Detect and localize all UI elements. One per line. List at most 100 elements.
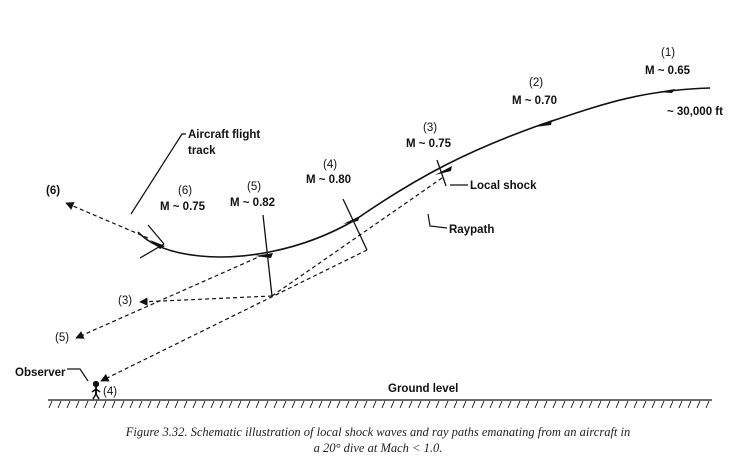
ground-hatch-mark: [192, 400, 197, 409]
ground-hatch-mark: [345, 400, 350, 409]
ground-hatch-mark: [444, 400, 449, 409]
ground-hatch-mark: [246, 400, 251, 409]
ground-hatch-mark: [642, 400, 647, 409]
ground-hatch-mark: [426, 400, 431, 409]
ray4-label: (4): [103, 386, 117, 398]
ground-hatch-mark: [705, 400, 710, 409]
ray3-label: (3): [118, 295, 132, 307]
pos4-number: (4): [323, 159, 337, 171]
ground-hatch-mark: [120, 400, 125, 409]
ground-hatch-mark: [471, 400, 476, 409]
ray-path-6: [65, 202, 149, 239]
ground-hatch-mark: [300, 400, 305, 409]
ground-hatch-mark: [453, 400, 458, 409]
ground-hatch-mark: [606, 400, 611, 409]
ground-hatch-mark: [111, 400, 116, 409]
altitude-label: ~ 30,000 ft: [667, 106, 723, 118]
pos6-mach: M ~ 0.75: [160, 201, 206, 213]
ground-hatch-mark: [570, 400, 575, 409]
ground-hatch-mark: [534, 400, 539, 409]
ground-hatch-mark: [417, 400, 422, 409]
ground-hatch-mark: [696, 400, 701, 409]
ground-hatch-mark: [588, 400, 593, 409]
ground-hatch-mark: [201, 400, 206, 409]
ground-hatch-mark: [363, 400, 368, 409]
ground-hatch-mark: [84, 400, 89, 409]
aircraft-icon: [150, 89, 675, 258]
pos1-mach: M ~ 0.65: [645, 65, 691, 77]
ground-hatch-mark: [327, 400, 332, 409]
ground-hatch-mark: [102, 400, 107, 409]
ground-hatch-mark: [282, 400, 287, 409]
observer-icon: [91, 380, 101, 400]
pos5-number: (5): [247, 181, 261, 193]
ground-hatch-mark: [597, 400, 602, 409]
pos5-mach: M ~ 0.82: [230, 197, 275, 209]
pos4-mach: M ~ 0.80: [306, 174, 351, 186]
ray-path-5: [75, 254, 264, 339]
ground-hatch-mark: [129, 400, 134, 409]
ground-hatch-mark: [219, 400, 224, 409]
ray-path-3: [271, 177, 443, 297]
pos2-number: (2): [529, 77, 543, 89]
ground-hatch-mark: [75, 400, 80, 409]
ground-hatch-mark: [525, 400, 530, 409]
ground-hatch-mark: [507, 400, 512, 409]
pos6-number: (6): [178, 185, 192, 197]
pos2-mach: M ~ 0.70: [512, 95, 557, 107]
ground-level-label: Ground level: [388, 383, 458, 395]
ground-hatch-mark: [687, 400, 692, 409]
ground-hatch-mark: [66, 400, 71, 409]
ground-hatch-mark: [615, 400, 620, 409]
ground-hatch-mark: [561, 400, 566, 409]
figure-caption: Figure 3.32. Schematic illustration of l…: [40, 424, 716, 456]
ground-hatch-mark: [399, 400, 404, 409]
ground-hatch-mark: [462, 400, 467, 409]
pos3-mach: M ~ 0.75: [406, 138, 452, 150]
ground-hatch-mark: [372, 400, 377, 409]
observer-label: Observer: [15, 367, 66, 379]
ground-hatch-mark: [660, 400, 665, 409]
raypath-label: Raypath: [449, 224, 494, 236]
ground-hatch-mark: [633, 400, 638, 409]
ground-hatch-mark: [174, 400, 179, 409]
ground-level: [48, 399, 712, 409]
flight-track: [137, 87, 711, 258]
ground-hatch-mark: [309, 400, 314, 409]
ground-hatch-mark: [480, 400, 485, 409]
ground-hatch-mark: [381, 400, 386, 409]
local-shock-lines: [139, 159, 447, 297]
ground-hatch-mark: [552, 400, 557, 409]
ray6-label: (6): [46, 185, 60, 197]
ground-hatch-mark: [678, 400, 683, 409]
ground-hatch-mark: [273, 400, 278, 409]
flight-track-label-2: track: [188, 145, 216, 157]
ground-hatch-mark: [498, 400, 503, 409]
ground-hatch-mark: [165, 400, 170, 409]
ground-hatch-mark: [210, 400, 215, 409]
caption-line-2: a 20° dive at Mach < 1.0.: [313, 441, 443, 455]
pos1-number: (1): [661, 47, 675, 59]
ground-hatch-mark: [138, 400, 143, 409]
ground-hatch-mark: [669, 400, 674, 409]
ground-hatch-mark: [291, 400, 296, 409]
ground-hatch-mark: [624, 400, 629, 409]
ground-hatch-mark: [336, 400, 341, 409]
ground-hatch-mark: [57, 400, 62, 409]
ground-hatch-mark: [579, 400, 584, 409]
ground-hatch-mark: [183, 400, 188, 409]
ground-hatch-mark: [516, 400, 521, 409]
ground-hatch-mark: [390, 400, 395, 409]
ground-hatch-mark: [93, 400, 98, 409]
ground-hatch-mark: [354, 400, 359, 409]
ground-hatch-mark: [255, 400, 260, 409]
ground-hatch-mark: [48, 400, 53, 409]
annotation-pointers: [67, 133, 468, 382]
ground-hatch-mark: [651, 400, 656, 409]
ground-hatch-mark: [489, 400, 494, 409]
ground-hatch-mark: [435, 400, 440, 409]
ground-hatch-mark: [156, 400, 161, 409]
ground-hatch-mark: [228, 400, 233, 409]
ray-path-4: [100, 249, 368, 382]
